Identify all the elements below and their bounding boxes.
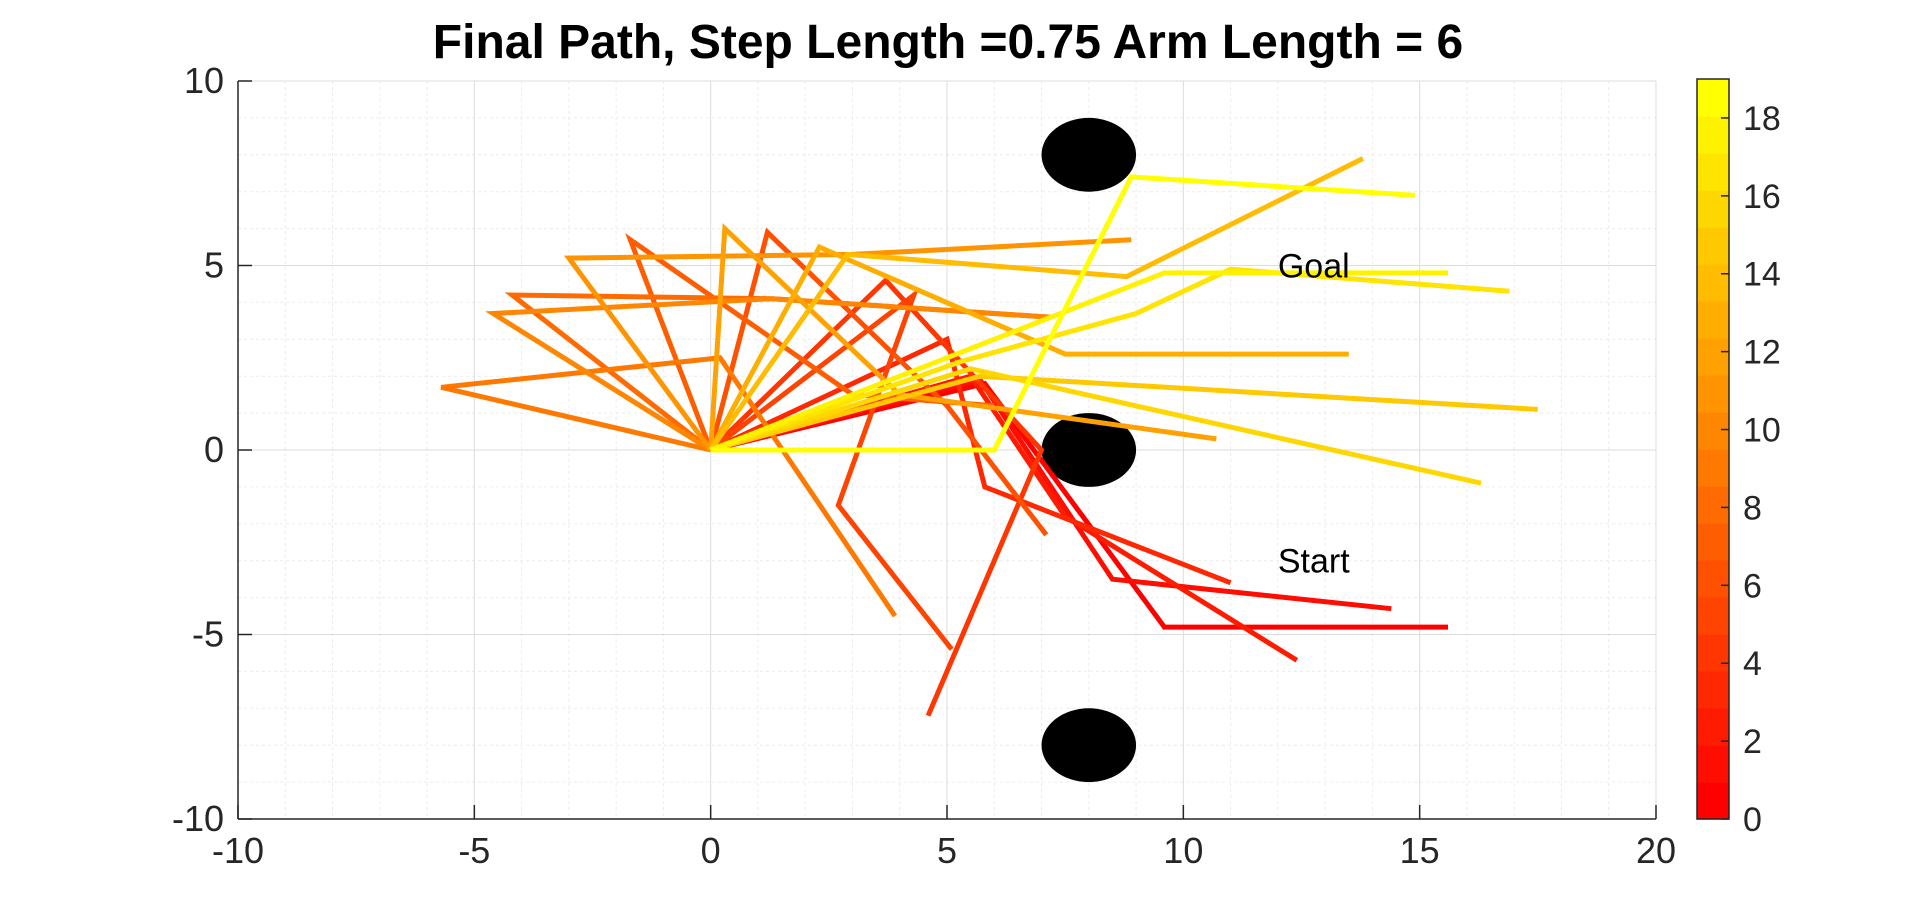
y-tick-label: -10 bbox=[172, 798, 224, 839]
colorbar-tick-label: 6 bbox=[1743, 567, 1762, 605]
arm-path-step-4 bbox=[708, 276, 1045, 717]
colorbar-tick-label: 10 bbox=[1743, 412, 1781, 450]
arm-path-step-13 bbox=[708, 243, 1349, 452]
chart-title: Final Path, Step Length =0.75 Arm Length… bbox=[433, 16, 1463, 69]
colorbar-tick-label: 0 bbox=[1743, 801, 1762, 839]
arm-path-step-15 bbox=[710, 373, 1538, 453]
colorbar-segment bbox=[1697, 671, 1729, 709]
obstacle-1 bbox=[1041, 413, 1137, 487]
colorbar-segment bbox=[1697, 264, 1729, 302]
colorbar-segment bbox=[1697, 412, 1729, 450]
obstacle-2 bbox=[1041, 708, 1137, 783]
arm-path-step-3 bbox=[709, 335, 1232, 586]
x-tick-label: -10 bbox=[212, 830, 264, 871]
colorbar-segment bbox=[1697, 597, 1729, 635]
annotation-goal: Goal bbox=[1278, 248, 1350, 286]
colorbar-segment bbox=[1697, 338, 1729, 376]
colorbar-segment bbox=[1697, 375, 1729, 413]
y-tick-label: 5 bbox=[204, 245, 224, 286]
annotations: Goal Start bbox=[1278, 248, 1350, 581]
colorbar-segment bbox=[1697, 745, 1729, 783]
colorbar-tick-label: 12 bbox=[1743, 334, 1781, 372]
colorbar-segment bbox=[1697, 486, 1729, 524]
y-tick-labels: -10 -5 0 5 10 bbox=[172, 60, 224, 839]
arm-path-step-6 bbox=[708, 227, 1049, 537]
colorbar-tick-label: 18 bbox=[1743, 100, 1781, 138]
arm-path-step-16 bbox=[709, 366, 1482, 486]
colorbar-segment bbox=[1697, 79, 1729, 117]
x-tick-label: 20 bbox=[1636, 830, 1676, 871]
colorbar-tick-label: 14 bbox=[1743, 256, 1781, 294]
annotation-start: Start bbox=[1278, 543, 1350, 581]
colorbar-frame bbox=[1696, 78, 1730, 820]
arm-paths bbox=[440, 156, 1538, 717]
arm-path-step-11 bbox=[563, 237, 1132, 452]
arm-path-step-12 bbox=[708, 223, 1217, 451]
arm-path-step-14 bbox=[708, 156, 1365, 452]
colorbar-segment bbox=[1697, 708, 1729, 746]
obstacles bbox=[1041, 117, 1137, 783]
colorbar-segment bbox=[1697, 560, 1729, 598]
arm-path-step-9 bbox=[440, 355, 898, 618]
x-tick-label: -5 bbox=[458, 830, 490, 871]
colorbar-segment bbox=[1697, 227, 1729, 265]
x-tick-label: 5 bbox=[937, 830, 957, 871]
colorbar: 0 2 4 6 8 10 12 14 16 18 bbox=[1696, 78, 1781, 839]
colorbar-tick-label: 8 bbox=[1743, 489, 1762, 527]
x-tick-label: 15 bbox=[1400, 830, 1440, 871]
colorbar-segment bbox=[1697, 782, 1729, 820]
y-tick-label: 10 bbox=[184, 60, 224, 101]
colorbar-tick-label: 4 bbox=[1743, 645, 1762, 683]
axes bbox=[237, 80, 1657, 820]
colorbar-segment bbox=[1697, 301, 1729, 339]
arm-path-step-17 bbox=[709, 266, 1510, 453]
obstacle-0 bbox=[1041, 117, 1137, 192]
arm-path-step-19 bbox=[710, 174, 1416, 453]
colorbar-segment bbox=[1697, 634, 1729, 672]
x-tick-label: 10 bbox=[1163, 830, 1203, 871]
colorbar-segment bbox=[1697, 523, 1729, 561]
x-tick-label: 0 bbox=[701, 830, 721, 871]
colorbar-tick-label: 16 bbox=[1743, 178, 1781, 216]
arm-path-step-10 bbox=[485, 296, 1052, 453]
colorbar-segment bbox=[1697, 116, 1729, 154]
colorbar-tick-label: 2 bbox=[1743, 723, 1762, 761]
x-tick-labels: -10 -5 0 5 10 15 20 bbox=[212, 830, 1676, 871]
arm-path-step-18 bbox=[709, 270, 1448, 453]
colorbar-segment bbox=[1697, 153, 1729, 191]
y-tick-label: -5 bbox=[192, 614, 224, 655]
colorbar-segment bbox=[1697, 449, 1729, 487]
y-tick-label: 0 bbox=[204, 429, 224, 470]
